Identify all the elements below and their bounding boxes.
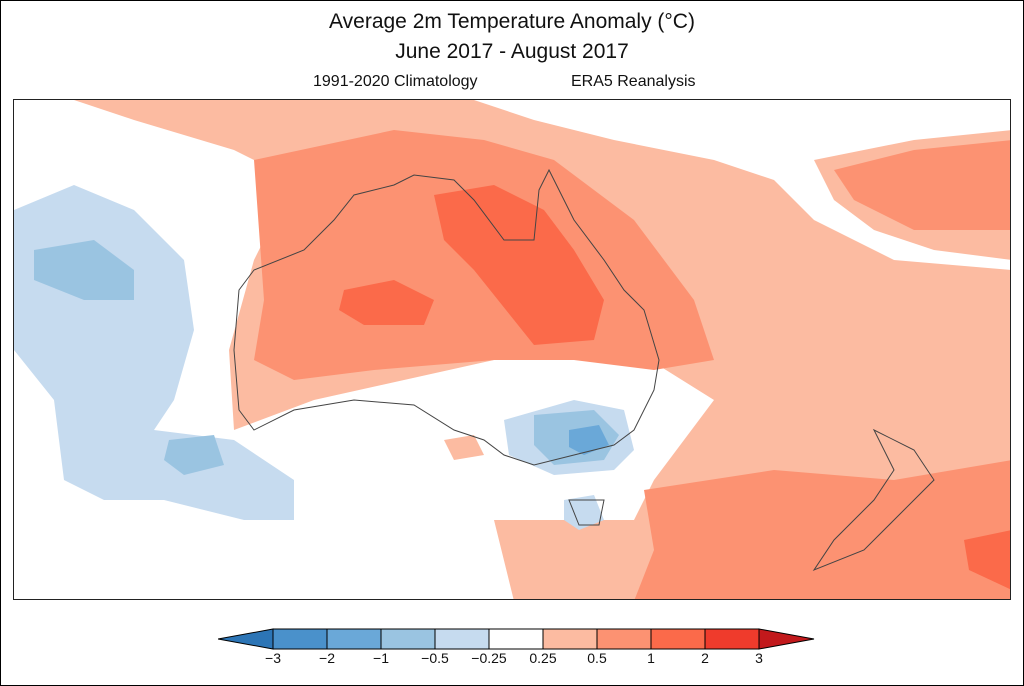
colorbar-swatch bbox=[596, 628, 652, 650]
dataset-label: ERA5 Reanalysis bbox=[571, 73, 696, 90]
coastline bbox=[233, 168, 935, 572]
colorbar-swatch bbox=[434, 628, 490, 650]
colorbar-label: −2 bbox=[319, 650, 335, 666]
colorbar-swatch bbox=[326, 628, 382, 650]
colorbar-label: 0.25 bbox=[529, 650, 557, 666]
anomaly-region-neg0.5-neg1 bbox=[34, 240, 619, 475]
anomaly-region-neg1-neg2 bbox=[569, 425, 609, 455]
colorbar-label: 2 bbox=[701, 650, 709, 666]
colorbar-swatch bbox=[380, 628, 436, 650]
colorbar-label: 3 bbox=[755, 650, 763, 666]
colorbar-label: −3 bbox=[265, 650, 281, 666]
colorbar-swatch bbox=[650, 628, 706, 650]
anomaly-region-1-2 bbox=[339, 185, 1010, 590]
colorbar bbox=[218, 628, 815, 650]
colorbar-max-arrow bbox=[758, 628, 815, 650]
climatology-label: 1991-2020 Climatology bbox=[313, 73, 478, 90]
colorbar-label: 0.5 bbox=[587, 650, 607, 666]
colorbar-swatch bbox=[272, 628, 328, 650]
colorbar-swatch bbox=[704, 628, 760, 650]
colorbar-min-arrow bbox=[218, 628, 274, 650]
colorbar-label: −0.5 bbox=[421, 650, 449, 666]
anomaly-map bbox=[13, 99, 1011, 600]
colorbar-label: −1 bbox=[373, 650, 389, 666]
colorbar-swatch bbox=[488, 628, 544, 650]
colorbar-swatch bbox=[542, 628, 598, 650]
colorbar-label: 1 bbox=[647, 650, 655, 666]
figure-title: Average 2m Temperature Anomaly (°C) bbox=[329, 10, 695, 33]
colorbar-label: −0.25 bbox=[471, 650, 507, 666]
figure-period: June 2017 - August 2017 bbox=[395, 40, 629, 63]
